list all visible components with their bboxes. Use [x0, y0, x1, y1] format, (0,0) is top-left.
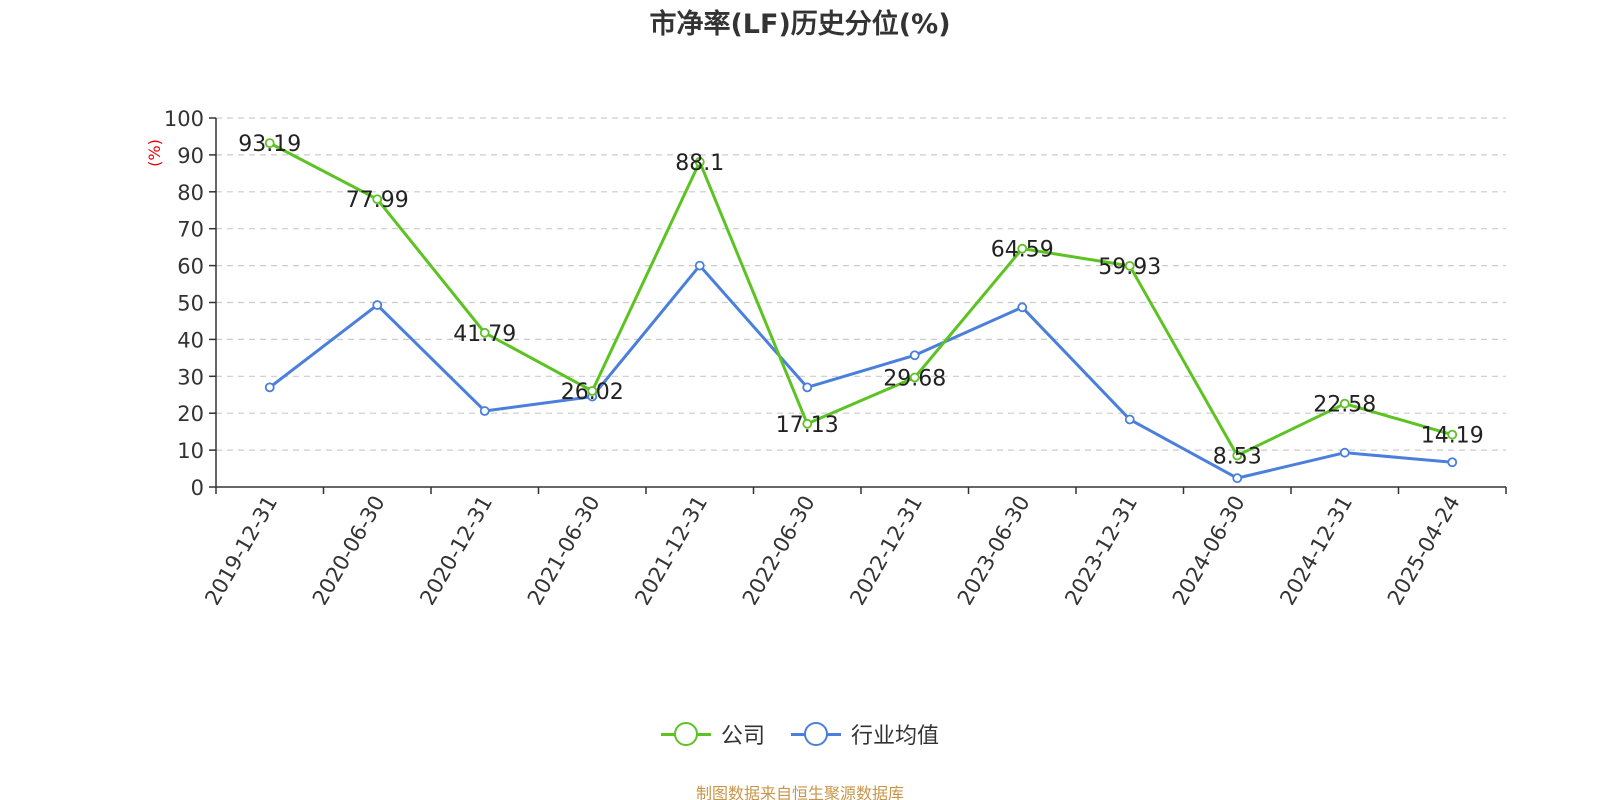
series-1-point-8 [1124, 414, 1135, 425]
legend-item-industry-average[interactable]: 行业均值 [791, 718, 939, 750]
source-note: 制图数据来自恒生聚源数据库 [695, 784, 904, 800]
data-label-8: 59.93 [1098, 255, 1161, 280]
x-tick-label-2025-04-24: 2025-04-24 [1383, 492, 1465, 610]
x-tick-label-2019-12-31: 2019-12-31 [200, 492, 282, 610]
series-0-point-8 [1124, 260, 1135, 271]
series-0-point-5 [802, 418, 813, 429]
series-1-point-6 [909, 350, 920, 361]
y-tick-label-10: 10 [177, 439, 204, 463]
x-tick-label-2023-06-30: 2023-06-30 [953, 492, 1035, 610]
y-tick-label-80: 80 [177, 181, 204, 205]
legend-swatch-industry-average [791, 722, 841, 746]
y-tick-label-40: 40 [177, 328, 204, 352]
series-0-point-0 [264, 138, 275, 149]
series-1-point-1 [372, 300, 383, 310]
y-tick-label-30: 30 [177, 365, 204, 389]
data-label-4: 88.1 [675, 151, 724, 176]
series-lines [264, 138, 1458, 484]
data-label-0: 93.19 [238, 132, 301, 157]
data-labels: 93.19 77.99 41.79 26.02 88.1 17.13 29.68 64.59 5… [238, 132, 1483, 469]
series-0-point-11 [1447, 429, 1458, 440]
series-0-point-10 [1339, 398, 1350, 409]
legend: 公司 行业均值 [0, 718, 1600, 750]
axes: 0 10 20 30 40 50 60 70 80 90 100(%) 2019-12-31 2020-… [145, 107, 1507, 610]
series-0-point-1 [372, 194, 383, 205]
chart-title: 市净率(LF)历史分位(%) [649, 9, 951, 40]
series-0-point-2 [479, 327, 490, 338]
grid-lines [216, 117, 1506, 451]
x-tick-label-2024-12-31: 2024-12-31 [1275, 492, 1357, 610]
x-tick-label-2022-12-31: 2022-12-31 [845, 492, 927, 610]
x-tick-label-2023-12-31: 2023-12-31 [1060, 492, 1142, 610]
series-1-point-0 [264, 382, 275, 393]
legend-label-industry-average: 行业均值 [851, 724, 940, 749]
x-tick-label-2020-06-30: 2020-06-30 [308, 492, 390, 610]
x-tick-label-2022-06-30: 2022-06-30 [738, 492, 820, 610]
y-tick-label-20: 20 [177, 402, 204, 426]
series-line-1 [268, 264, 1453, 480]
y-tick-label-50: 50 [177, 292, 204, 316]
data-label-6: 29.68 [883, 366, 946, 391]
y-tick-label-70: 70 [177, 218, 204, 242]
y-tick-label-60: 60 [177, 255, 204, 279]
data-label-5: 17.13 [776, 413, 839, 438]
data-label-9: 8.53 [1213, 445, 1262, 470]
data-label-1: 77.99 [346, 188, 409, 213]
y-tick-label-90: 90 [177, 144, 204, 168]
series-line-0 [269, 141, 1453, 458]
series-1-point-2 [479, 406, 490, 416]
data-label-3: 26.02 [561, 380, 624, 405]
legend-label-company: 公司 [720, 724, 765, 749]
x-tick-label-2021-12-31: 2021-12-31 [630, 492, 712, 610]
legend-swatch-company [660, 722, 711, 746]
series-1-point-9 [1232, 473, 1243, 484]
series-0-point-4 [694, 157, 705, 167]
x-tick-label-2021-06-30: 2021-06-30 [523, 492, 605, 610]
data-label-2: 41.79 [453, 322, 516, 347]
series-1-point-7 [1017, 302, 1028, 313]
x-tick-label-2024-06-30: 2024-06-30 [1168, 492, 1250, 610]
series-1-point-10 [1339, 447, 1350, 458]
series-0-point-3 [587, 386, 598, 396]
x-tick-label-2020-12-31: 2020-12-31 [415, 492, 497, 610]
y-axis-label: (%) [145, 139, 164, 167]
series-0-point-7 [1017, 243, 1028, 254]
data-label-10: 22.58 [1313, 393, 1376, 418]
series-1-point-4 [694, 260, 705, 271]
y-tick-label-0: 0 [191, 476, 204, 500]
series-1-point-11 [1447, 457, 1458, 468]
series-0-point-6 [909, 372, 920, 383]
data-label-11: 14.19 [1421, 424, 1484, 449]
y-tick-label-100: 100 [164, 107, 204, 131]
data-label-7: 64.59 [991, 238, 1054, 263]
legend-item-company[interactable]: 公司 [660, 718, 765, 750]
series-0-point-9 [1232, 450, 1243, 461]
series-1-point-5 [802, 382, 813, 393]
